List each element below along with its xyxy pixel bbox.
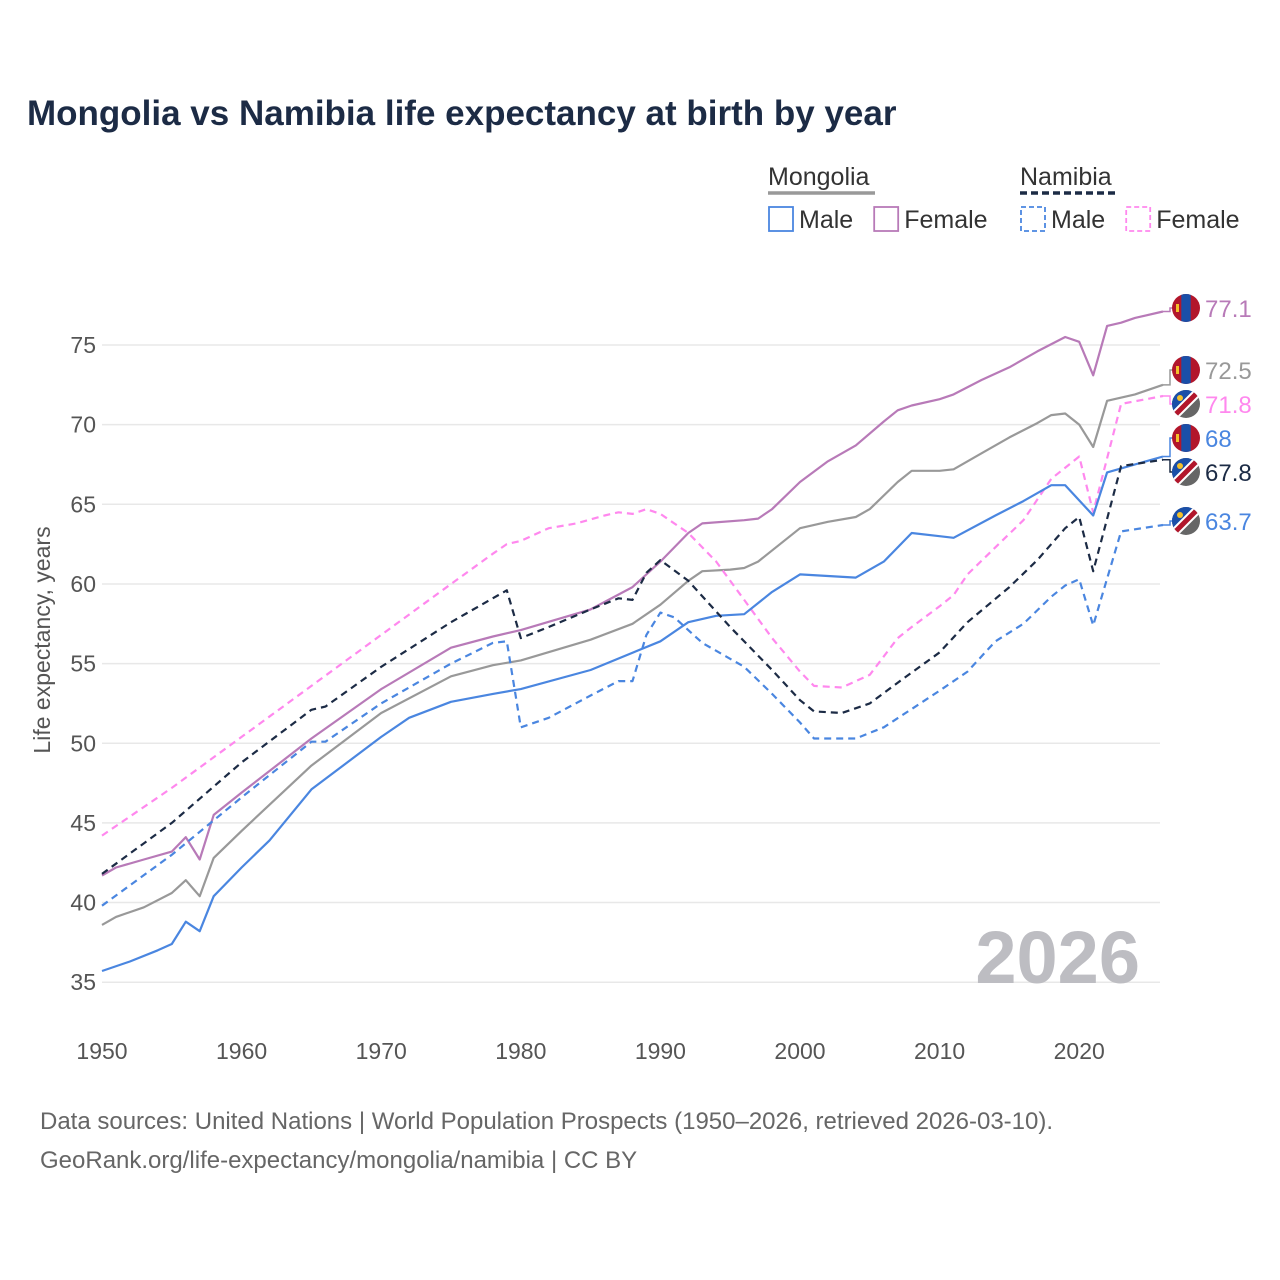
end-labels: 77.1 72.5 71.8 68 67.8 63.7 bbox=[1163, 294, 1252, 536]
legend-group-title: Namibia bbox=[1020, 163, 1112, 191]
axes: 35 40 45 50 55 60 65 70 75 1950 1960 1970 1980 1990 20… bbox=[70, 332, 1104, 1064]
x-tick-label: 1970 bbox=[356, 1038, 407, 1064]
x-tick-label: 2000 bbox=[774, 1038, 825, 1064]
end-value-label: 77.1 bbox=[1205, 296, 1252, 323]
footer-link[interactable]: GeoRank.org/life-expectancy/mongolia/nam… bbox=[40, 1147, 638, 1174]
x-tick-label: 1960 bbox=[216, 1038, 267, 1064]
y-axis-label: Life expectancy, years bbox=[29, 526, 55, 753]
legend-swatch bbox=[873, 206, 900, 232]
namibia-flag-icon bbox=[1172, 507, 1200, 535]
y-tick-label: 65 bbox=[70, 491, 96, 517]
y-tick-label: 40 bbox=[70, 890, 96, 916]
end-value-label: 71.8 bbox=[1205, 392, 1252, 419]
grid bbox=[102, 344, 1160, 983]
legend-item-label: Female bbox=[904, 206, 987, 234]
legend-swatch bbox=[1125, 206, 1152, 232]
end-value-label: 63.7 bbox=[1205, 509, 1252, 536]
y-tick-label: 55 bbox=[70, 651, 96, 677]
series-line-namibia-total bbox=[101, 458, 1164, 875]
mongolia-flag-icon bbox=[1172, 294, 1200, 322]
y-tick-label: 35 bbox=[70, 969, 96, 995]
legend-item-label: Male bbox=[1051, 206, 1105, 234]
end-value-label: 67.8 bbox=[1205, 460, 1252, 487]
x-tick-label: 1950 bbox=[76, 1038, 127, 1064]
legend-item-label: Female bbox=[1156, 206, 1239, 234]
x-tick-label: 2020 bbox=[1054, 1038, 1105, 1064]
end-value-label: 72.5 bbox=[1205, 358, 1252, 385]
legend-swatch bbox=[768, 206, 794, 232]
footer-sources: Data sources: United Nations | World Pop… bbox=[40, 1108, 1054, 1135]
namibia-flag-icon bbox=[1172, 390, 1200, 418]
legend-group-title: Mongolia bbox=[768, 163, 870, 191]
chart-title: Mongolia vs Namibia life expectancy at b… bbox=[27, 94, 897, 133]
mongolia-flag-icon bbox=[1172, 424, 1200, 452]
legend-item-label: Male bbox=[799, 206, 853, 234]
y-tick-label: 75 bbox=[70, 332, 96, 358]
series-line-mongolia-female bbox=[101, 310, 1164, 877]
namibia-flag-icon bbox=[1172, 458, 1200, 486]
y-tick-label: 70 bbox=[70, 412, 96, 438]
series-line-namibia-male bbox=[101, 523, 1164, 907]
y-tick-label: 60 bbox=[70, 571, 96, 597]
x-tick-label: 2010 bbox=[914, 1038, 965, 1064]
series-line-namibia-female bbox=[101, 394, 1164, 837]
y-tick-label: 45 bbox=[70, 810, 96, 836]
series-line-mongolia-male bbox=[101, 455, 1164, 973]
x-tick-label: 1980 bbox=[495, 1038, 546, 1064]
y-tick-label: 50 bbox=[70, 730, 96, 756]
series-line-mongolia-total bbox=[101, 383, 1164, 926]
legend: Mongolia Male Female Namibia Male Female bbox=[768, 163, 1240, 234]
x-tick-label: 1990 bbox=[635, 1038, 686, 1064]
series-lines bbox=[101, 310, 1164, 973]
mongolia-flag-icon bbox=[1172, 356, 1200, 384]
end-value-label: 68 bbox=[1205, 426, 1232, 453]
year-watermark: 2026 bbox=[975, 916, 1140, 999]
legend-swatch bbox=[1020, 206, 1046, 232]
